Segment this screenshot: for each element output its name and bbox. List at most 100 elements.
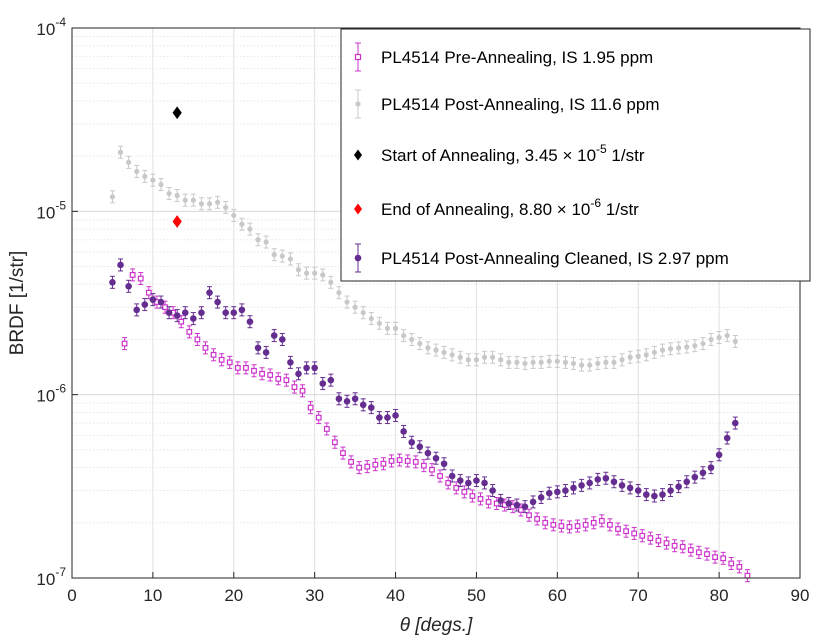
- data-point-clean: [376, 411, 383, 425]
- data-point-post: [263, 235, 269, 249]
- data-point-pre: [663, 536, 670, 550]
- data-point-clean: [335, 392, 343, 406]
- data-point-clean: [367, 401, 375, 415]
- data-point-post: [676, 341, 682, 355]
- legend-label: Start of Annealing, 3.45 × 10-5 1/str: [381, 142, 645, 165]
- data-point-pre: [186, 325, 193, 339]
- data-point-post: [134, 164, 140, 178]
- legend-entry-pre: PL4514 Pre-Annealing, IS 1.95 ppm: [354, 42, 653, 72]
- data-point-post: [247, 222, 253, 236]
- data-point-post: [255, 233, 261, 247]
- data-point-post: [174, 189, 180, 203]
- data-point-clean: [723, 431, 731, 445]
- data-point-post: [562, 355, 569, 369]
- data-point-pre: [574, 519, 581, 533]
- data-point-clean: [505, 496, 513, 510]
- data-point-post: [166, 187, 172, 201]
- data-point-clean: [448, 469, 456, 483]
- data-point-pre: [331, 435, 338, 449]
- data-point-clean: [497, 493, 505, 507]
- data-point-pre: [631, 526, 638, 540]
- data-point-clean: [691, 470, 699, 484]
- data-point-post: [287, 252, 293, 266]
- data-point-clean: [125, 279, 132, 293]
- data-point-clean: [157, 295, 165, 309]
- data-point-clean: [707, 461, 715, 475]
- data-point-clean: [181, 306, 189, 320]
- data-point-clean: [190, 312, 197, 326]
- data-point-pre: [194, 332, 201, 346]
- x-tick-label: 60: [548, 586, 567, 605]
- data-point-clean: [715, 448, 723, 462]
- data-point-post: [150, 173, 156, 187]
- data-point-post: [732, 334, 738, 348]
- data-point-clean: [295, 367, 302, 381]
- data-point-pre: [712, 550, 718, 564]
- data-point-pre: [720, 551, 727, 565]
- data-point-end: [172, 215, 182, 228]
- data-point-post: [465, 353, 471, 367]
- data-point-pre: [623, 524, 629, 538]
- data-point-pre: [299, 384, 306, 398]
- y-tick-label: 10-6: [36, 382, 66, 406]
- data-point-post: [643, 348, 649, 362]
- data-point-pre: [291, 380, 298, 394]
- series-post: [109, 145, 738, 372]
- series-clean: [109, 258, 739, 514]
- data-point-post: [457, 350, 463, 364]
- data-point-clean: [554, 485, 561, 499]
- data-point-post: [126, 155, 132, 169]
- data-point-post: [490, 350, 496, 364]
- data-point-clean: [489, 484, 496, 498]
- data-point-pre: [445, 476, 452, 490]
- data-point-clean: [659, 488, 666, 502]
- data-point-pre: [655, 534, 662, 548]
- data-point-pre: [582, 518, 589, 532]
- data-point-post: [570, 356, 577, 370]
- data-point-post: [651, 345, 658, 359]
- legend-label: End of Annealing, 8.80 × 10-6 1/str: [381, 196, 639, 219]
- data-point-post: [700, 337, 706, 351]
- x-tick-label: 80: [710, 586, 729, 605]
- legend-box: [340, 28, 811, 282]
- data-point-clean: [173, 309, 181, 323]
- data-point-clean: [230, 306, 238, 320]
- data-point-clean: [465, 476, 472, 490]
- data-point-clean: [198, 306, 205, 320]
- data-point-clean: [578, 478, 585, 492]
- data-point-pre: [615, 522, 621, 536]
- data-point-post: [295, 263, 302, 277]
- x-tick-label: 50: [467, 586, 486, 605]
- data-point-pre: [526, 508, 532, 522]
- data-point-pre: [687, 543, 694, 557]
- data-point-pre: [121, 337, 128, 351]
- data-point-pre: [307, 401, 314, 415]
- data-point-pre: [364, 460, 371, 474]
- data-point-post: [603, 355, 609, 369]
- legend-entry-clean: PL4514 Post-Annealing Cleaned, IS 2.97 p…: [354, 243, 729, 273]
- data-point-clean: [343, 394, 351, 408]
- data-point-pre: [129, 268, 136, 282]
- data-point-post: [360, 306, 366, 320]
- data-point-post: [352, 300, 358, 314]
- data-point-pre: [542, 516, 549, 530]
- data-point-post: [708, 332, 714, 346]
- data-point-pre: [679, 540, 686, 554]
- x-axis-title: θ [degs.]: [400, 615, 473, 636]
- data-point-post: [425, 341, 431, 355]
- data-point-clean: [311, 361, 318, 375]
- data-point-post: [514, 355, 520, 369]
- data-point-pre: [420, 459, 427, 473]
- data-point-clean: [206, 286, 213, 300]
- data-point-pre: [728, 556, 735, 570]
- data-point-post: [611, 355, 617, 369]
- data-point-pre: [315, 411, 322, 425]
- data-point-clean: [222, 306, 229, 320]
- data-point-clean: [626, 481, 634, 495]
- data-point-post: [392, 321, 399, 335]
- data-point-post: [627, 350, 633, 364]
- data-point-pre: [340, 446, 346, 460]
- data-point-clean: [618, 478, 626, 492]
- data-point-post: [401, 329, 407, 343]
